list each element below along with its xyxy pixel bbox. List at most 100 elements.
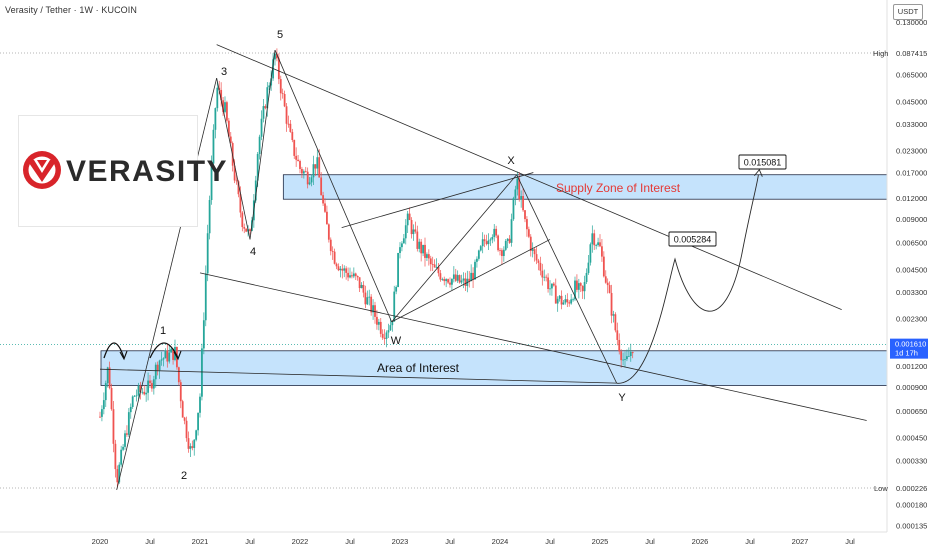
candle-body (383, 337, 386, 339)
wave-label-2: 2 (181, 470, 187, 482)
wave-label-5: 5 (277, 29, 283, 41)
candle-body (324, 203, 326, 212)
verasity-logo-icon (23, 151, 61, 189)
wave-line-d (274, 49, 393, 323)
candle-body (368, 296, 371, 298)
candle-body (114, 443, 117, 470)
candle-body (449, 282, 451, 285)
candle-body (108, 367, 111, 388)
candle-body (520, 196, 523, 200)
candle-body (543, 276, 546, 278)
candle-body (491, 237, 494, 240)
candle-body (179, 382, 182, 402)
candle-body (606, 282, 609, 286)
candle-body (558, 295, 561, 299)
y-tick-label: 0.000650 (896, 407, 927, 416)
candle-body (516, 178, 519, 190)
candle-body (629, 351, 632, 357)
candle-body (376, 316, 378, 325)
candle-body (264, 106, 267, 109)
candle-body (510, 219, 513, 243)
candle-body (135, 395, 138, 397)
x-tick-label: Jul (145, 537, 155, 546)
chart-header: Verasity / Tether · 1W · KUCOIN (5, 5, 137, 15)
candle-body (379, 321, 382, 334)
candle-body (614, 314, 617, 331)
candle-body (502, 249, 505, 257)
candle-body (168, 352, 171, 362)
plot-area (0, 44, 887, 491)
candle-body (462, 278, 465, 281)
y-tick-label: 0.012000 (896, 194, 927, 203)
y-tick-label: 0.002300 (896, 315, 927, 324)
candle-body (389, 325, 392, 331)
currency-unit-button[interactable]: USDT (893, 4, 923, 20)
candle-body (595, 245, 598, 246)
y-tick-label: 0.130000 (896, 18, 927, 27)
candle-body (597, 242, 599, 246)
candle-body (572, 299, 574, 301)
candle-body (401, 243, 403, 248)
candle-body (497, 235, 499, 251)
candle-body (487, 240, 490, 245)
candle-body (258, 136, 261, 155)
x-tick-label: 2022 (292, 537, 309, 546)
candle-body (610, 292, 613, 316)
candle-body (408, 213, 411, 220)
x-tick-label: Jul (345, 537, 355, 546)
candle-body (547, 277, 549, 289)
y-tick-label: 0.000135 (896, 522, 927, 531)
candle-body (285, 106, 288, 124)
candle-body (512, 198, 515, 220)
candle-body (381, 333, 384, 338)
candle-body (541, 270, 544, 278)
candle-body (574, 280, 576, 300)
candle-body (191, 446, 194, 448)
y-tick-label: 0.023000 (896, 146, 927, 155)
candle-body (620, 351, 623, 361)
candle-body (224, 102, 226, 112)
x-tick-label: Jul (845, 537, 855, 546)
candle-body (279, 79, 282, 94)
candle-body (485, 241, 488, 245)
candle-body (349, 275, 351, 278)
wave-line-f (516, 174, 618, 384)
y-tick-label: 0.017000 (896, 169, 927, 178)
candle-body (126, 433, 128, 435)
candle-body (451, 278, 453, 285)
candle-body (479, 246, 482, 251)
candle-body (374, 305, 376, 317)
candle-body (281, 93, 284, 95)
candle-body (343, 268, 346, 271)
candle-body (576, 280, 578, 290)
y-tick-label: 0.004500 (896, 266, 927, 275)
candle-body (352, 273, 355, 277)
candle-body (454, 274, 457, 281)
candle-body (518, 178, 521, 200)
candle-body (399, 247, 401, 253)
candle-body (356, 276, 359, 278)
candle-body (268, 85, 271, 88)
candle-body (404, 225, 407, 239)
candle-body (195, 430, 198, 440)
target-0005284-box (668, 231, 717, 247)
candle-body (335, 263, 338, 267)
candle-body (170, 348, 173, 353)
candle-body (183, 417, 186, 421)
candle-body (358, 277, 361, 289)
candle-body (443, 279, 446, 282)
candle-body (631, 351, 634, 354)
candle-body (329, 239, 332, 252)
candle-body (627, 356, 630, 357)
candle-body (354, 273, 357, 277)
candle-body (327, 224, 330, 240)
x-tick-label: 2026 (692, 537, 709, 546)
candle-body (441, 279, 444, 280)
candle-body (297, 159, 299, 162)
candle-body (118, 464, 121, 483)
candle-body (477, 250, 480, 259)
candle-body (351, 275, 353, 277)
candle-body (116, 469, 119, 483)
target-0005284-text: 0.005284 (674, 235, 712, 245)
